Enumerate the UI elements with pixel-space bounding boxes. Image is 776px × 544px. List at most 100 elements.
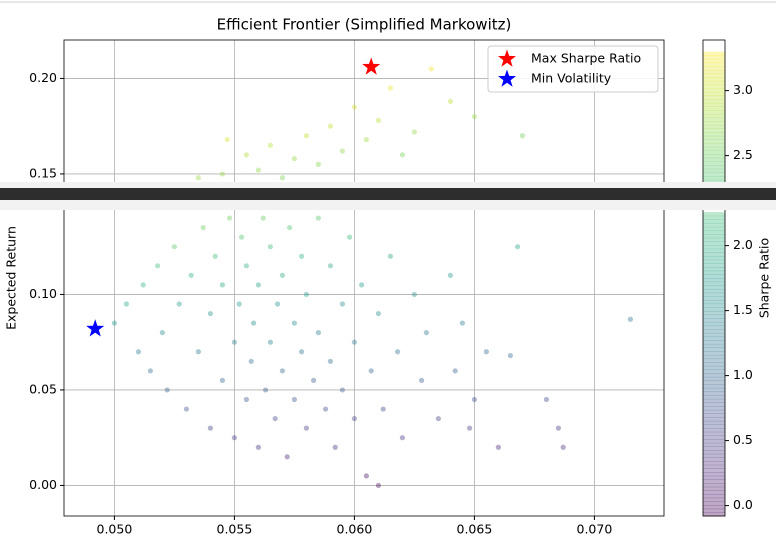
point [123,301,129,307]
colorbar-tick-label: 0.0 [733,497,753,512]
colorbar-step [703,143,725,148]
colorbar-step [703,212,725,217]
point [560,444,566,450]
colorbar-step [703,113,725,119]
point [227,215,233,221]
point [327,358,333,364]
colorbar-step [703,69,725,75]
point [428,66,434,72]
point [423,330,429,336]
colorbar-step [703,512,725,517]
colorbar-step [703,252,725,257]
x-axis-label: Volatility (Std. Deviation) [286,543,442,544]
point [224,136,230,143]
colorbar-step [703,354,725,360]
colorbar-tick-label: 3.0 [733,82,753,97]
point [399,152,405,158]
splitter-edge [0,200,776,210]
point [207,310,213,317]
colorbar-step [703,176,725,181]
point [155,263,161,269]
colorbar-step [703,62,725,67]
point [303,133,309,139]
point [111,320,117,326]
colorbar-step [703,219,725,224]
colorbar-step [703,161,725,166]
point [347,234,353,240]
colorbar-step [703,325,725,330]
colorbar-step [703,505,725,510]
point [495,444,501,450]
point [299,253,305,259]
point [248,358,254,364]
colorbar-step [703,362,725,367]
point [351,104,357,110]
colorbar-step [703,88,725,93]
point [315,215,321,221]
point [395,349,401,355]
colorbar-step [703,99,725,104]
colorbar-step [703,285,725,290]
colorbar-step [703,391,725,396]
point [260,215,266,221]
point [399,435,405,441]
point [164,387,170,393]
colorbar-step [703,128,725,133]
colorbar-step [703,168,725,173]
y-tick-label: 0.05 [29,381,57,396]
point [279,368,285,374]
point [375,310,381,317]
chart-title: Efficient Frontier (Simplified Markowitz… [217,16,512,34]
colorbar-tick-label: 2.5 [733,147,753,162]
point [419,377,425,383]
point [251,320,257,326]
colorbar-step [703,431,725,436]
point [411,291,417,298]
point [555,425,562,431]
point [459,320,465,326]
point [627,316,634,322]
colorbar-step [703,457,725,462]
point [176,301,182,307]
colorbar-step [703,314,725,319]
x-tick-label: 0.055 [217,522,253,537]
colorbar-step [703,501,725,506]
colorbar-step [703,497,725,502]
colorbar-label: Sharpe Ratio [757,238,772,318]
colorbar-step [703,395,725,400]
colorbar-step [703,274,725,279]
colorbar-step [703,139,725,144]
colorbar-step [703,91,725,97]
colorbar-step [703,494,725,499]
point [543,396,550,403]
colorbar-step [703,263,725,268]
splitter-bar[interactable] [0,188,776,200]
point [243,396,249,403]
colorbar-step [703,296,725,301]
point [147,368,153,374]
x-tick-label: 0.050 [97,522,133,537]
point [183,406,189,412]
colorbar-step [703,486,725,491]
colorbar-step [703,428,725,433]
point [507,352,513,359]
colorbar-step [703,347,725,352]
point [375,482,381,489]
colorbar-step [703,277,725,283]
point [471,114,477,120]
colorbar-step [703,373,725,378]
colorbar-step [703,230,725,235]
colorbar-step [703,439,725,444]
point [275,301,281,307]
colorbar-step [703,435,725,440]
point [435,415,441,422]
point [159,330,165,336]
colorbar-step [703,95,725,100]
colorbar-step [703,234,725,239]
colorbar-step [703,117,725,122]
colorbar-step [703,442,725,447]
colorbar-step [703,80,725,86]
point [243,263,249,269]
